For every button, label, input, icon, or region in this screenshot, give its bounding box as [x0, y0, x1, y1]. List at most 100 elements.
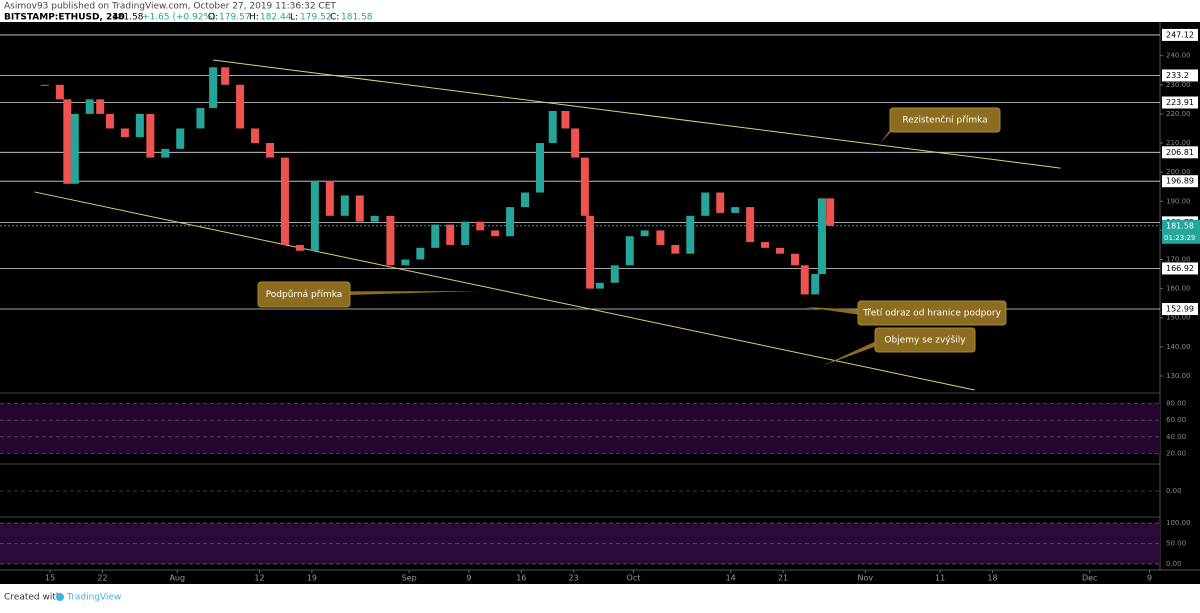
y-tick-label: 220.00 [1166, 110, 1191, 118]
x-tick-label: 23 [569, 574, 579, 583]
annotation-text: Objemy se zvýšily [884, 335, 966, 346]
level-label: 247.12 [1166, 30, 1194, 39]
pane-tick-label: 0.00 [1166, 487, 1182, 495]
header-bg [0, 0, 1200, 22]
tv-logo [56, 593, 64, 601]
candle [656, 230, 665, 245]
annotation-text: Rezistenční přímka [902, 115, 987, 126]
candle [625, 236, 634, 266]
candle [209, 67, 218, 109]
level-tag [1162, 175, 1198, 188]
candle [446, 224, 455, 245]
candle [521, 192, 530, 208]
x-tick-label: 15 [45, 574, 55, 583]
trendline [213, 59, 1061, 169]
annotation-text: Třetí odraz od hranice podpory [862, 309, 1002, 319]
x-tick-label: 22 [97, 574, 107, 583]
candle [146, 113, 155, 158]
candle [761, 242, 770, 248]
chart-bg [0, 22, 1200, 584]
x-tick-label: 16 [516, 574, 526, 583]
level-tag [1162, 303, 1198, 316]
y-tick-label: 200.00 [1166, 168, 1191, 176]
candle [176, 128, 185, 149]
y-tick-label: 130.00 [1166, 372, 1191, 380]
x-tick-label: 11 [935, 574, 945, 583]
close-label: C: [330, 13, 339, 23]
pane-tick-label: 80.00 [1166, 399, 1186, 407]
last: 181.58 [112, 13, 144, 23]
candle [586, 215, 595, 289]
candle [310, 180, 319, 251]
change: +1.65 (+0.92%) [142, 13, 216, 23]
high: 182.44 [260, 13, 292, 23]
candle [120, 128, 129, 138]
candle [731, 207, 740, 213]
trendline [34, 191, 975, 391]
candle [295, 244, 304, 251]
candle [535, 143, 544, 193]
level-label: 166.92 [1166, 264, 1194, 273]
level-tag [1162, 69, 1198, 82]
candle [96, 99, 105, 114]
high-label: H: [249, 13, 259, 23]
x-tick-label: Oct [627, 574, 641, 583]
candle [236, 84, 245, 129]
x-tick-label: Dec [1082, 574, 1097, 583]
candle [355, 195, 364, 222]
candle [491, 230, 500, 237]
candle [811, 274, 820, 295]
published: Asimov93 published on TradingView.com, O… [4, 2, 336, 12]
symbol: BITSTAMP:ETHUSD, 240 [4, 13, 125, 23]
candle [461, 221, 470, 245]
level-label: 223.91 [1166, 98, 1194, 107]
y-tick-label: 230.00 [1166, 81, 1191, 89]
y-tick-label: 210.00 [1166, 139, 1191, 147]
x-tick-label: 18 [987, 574, 997, 583]
candle [640, 230, 649, 237]
candle [548, 110, 557, 144]
candle [161, 148, 170, 158]
footer-created: Created with [4, 593, 62, 603]
y-tick-label: 140.00 [1166, 343, 1191, 351]
candle [135, 113, 144, 138]
annotation-box [889, 107, 1001, 133]
low: 179.52 [300, 13, 332, 23]
current-price: 181.58 [1166, 221, 1194, 230]
x-tick-label: 21 [778, 574, 788, 583]
y-tick-label: 150.00 [1166, 314, 1191, 322]
x-tick-label: Nov [858, 574, 874, 583]
x-tick-label: 9 [1147, 574, 1152, 583]
annotation-box [257, 281, 351, 308]
candle [826, 198, 835, 226]
candle [105, 113, 114, 129]
level-tag [1162, 146, 1198, 159]
open: 179.57 [219, 13, 251, 23]
level-label: 152.99 [1166, 305, 1194, 314]
low-label: L: [290, 13, 298, 23]
pane-band [0, 403, 1160, 454]
annotation-text: Podpůrná přímka [266, 289, 343, 300]
candle [85, 99, 94, 114]
candle [40, 84, 49, 86]
candle [370, 215, 379, 222]
candle [63, 99, 72, 184]
footer-bg [0, 584, 1200, 609]
candle [416, 247, 425, 260]
candle [265, 143, 274, 158]
open-label: O: [208, 13, 218, 23]
y-tick-label: 160.00 [1166, 285, 1191, 293]
candle [386, 215, 395, 266]
x-tick-label: 12 [254, 574, 264, 583]
candle [55, 84, 64, 100]
x-tick-label: Sep [402, 574, 417, 583]
candle [401, 259, 410, 266]
candle [686, 215, 695, 254]
level-tag [1162, 96, 1198, 109]
pane-tick-label: 50.00 [1166, 540, 1186, 548]
quote-line: BITSTAMP:ETHUSD, 240 181.58 +1.65 (+0.92… [4, 13, 373, 23]
candle [716, 192, 725, 213]
candle [791, 253, 800, 266]
